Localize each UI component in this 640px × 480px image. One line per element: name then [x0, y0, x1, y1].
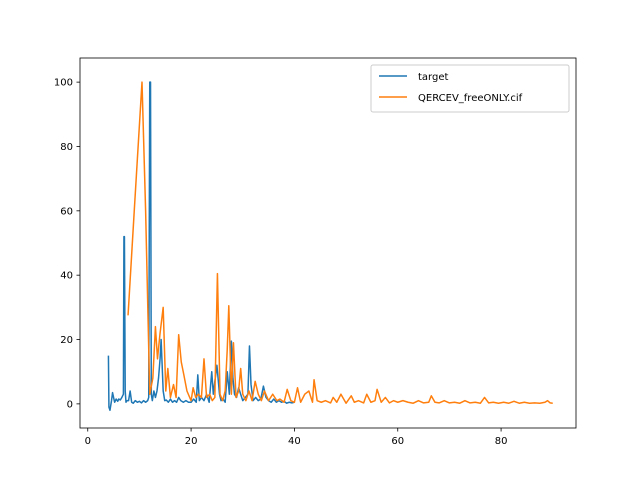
- y-tick-label: 60: [60, 206, 73, 217]
- x-tick-label: 20: [185, 436, 198, 447]
- y-tick-label: 100: [54, 78, 73, 89]
- series-layer: [107, 81, 553, 412]
- x-tick-label: 60: [391, 436, 404, 447]
- x-tick-label: 0: [85, 436, 91, 447]
- legend-box: [370, 64, 570, 113]
- legend-label-qercev: QERCEV_freeONLY.cif: [418, 93, 523, 104]
- series-line-qercev: [127, 81, 553, 404]
- x-tick-label: 40: [288, 436, 301, 447]
- series-line-target: [107, 81, 295, 412]
- plot-area: [80, 58, 576, 428]
- axes-layer: 0 20 40 60 80 0 20 40 60 80 100: [54, 57, 577, 447]
- y-tick-label: 40: [60, 271, 73, 282]
- x-tick-label: 80: [495, 436, 508, 447]
- legend-label-target: target: [418, 72, 448, 83]
- y-tick-label: 20: [60, 335, 73, 346]
- y-tick-label: 0: [67, 399, 73, 410]
- legend: target QERCEV_freeONLY.cif: [370, 64, 570, 113]
- y-tick-label: 80: [60, 142, 73, 153]
- plot-frame: [79, 57, 577, 429]
